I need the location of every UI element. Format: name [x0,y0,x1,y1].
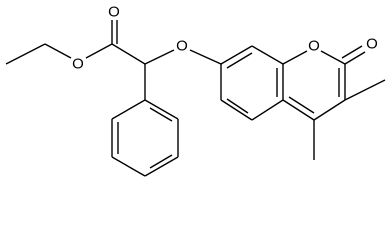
atom-label: O [308,38,320,55]
atom-label: O [108,4,120,21]
atom-label: O [366,36,378,53]
atom-label: O [72,56,84,73]
page: O O O O O (() => { const data = JSON.par… [5,3,386,177]
bonds [5,20,386,177]
atom-labels: O O O O O [72,4,378,73]
molecule: O O O O O [5,4,386,177]
atom-label: O [176,38,188,55]
